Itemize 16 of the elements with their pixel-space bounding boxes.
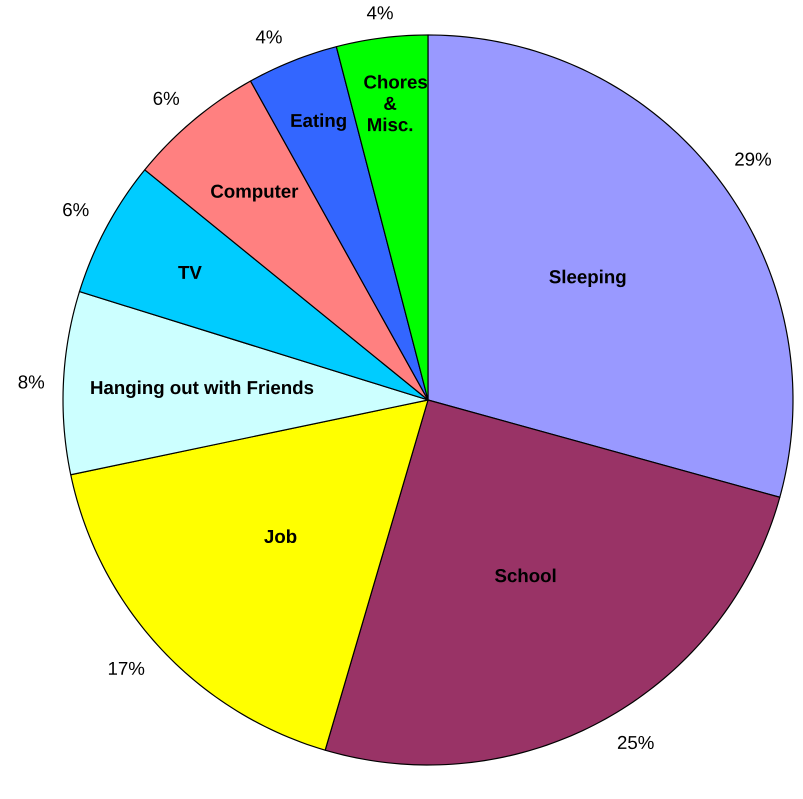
slice-label: Sleeping bbox=[549, 270, 626, 288]
slice-label: TV bbox=[178, 266, 202, 279]
data-label: 25% bbox=[618, 736, 654, 750]
data-label: 8% bbox=[18, 375, 44, 389]
data-label: 29% bbox=[735, 152, 771, 166]
data-label: 6% bbox=[63, 203, 89, 216]
slice-label: Eating bbox=[291, 113, 346, 131]
data-label: 4% bbox=[256, 30, 282, 44]
data-label: 4% bbox=[366, 6, 393, 20]
data-label: 17% bbox=[108, 662, 144, 675]
slice-label: Job bbox=[264, 529, 296, 544]
slice-label: School bbox=[495, 568, 556, 582]
data-label: 6% bbox=[154, 92, 180, 105]
slice-label: Chores & Misc. bbox=[364, 74, 427, 132]
slice-label: Computer bbox=[211, 184, 298, 202]
slice-label: Hanging out with Friends bbox=[91, 380, 314, 398]
